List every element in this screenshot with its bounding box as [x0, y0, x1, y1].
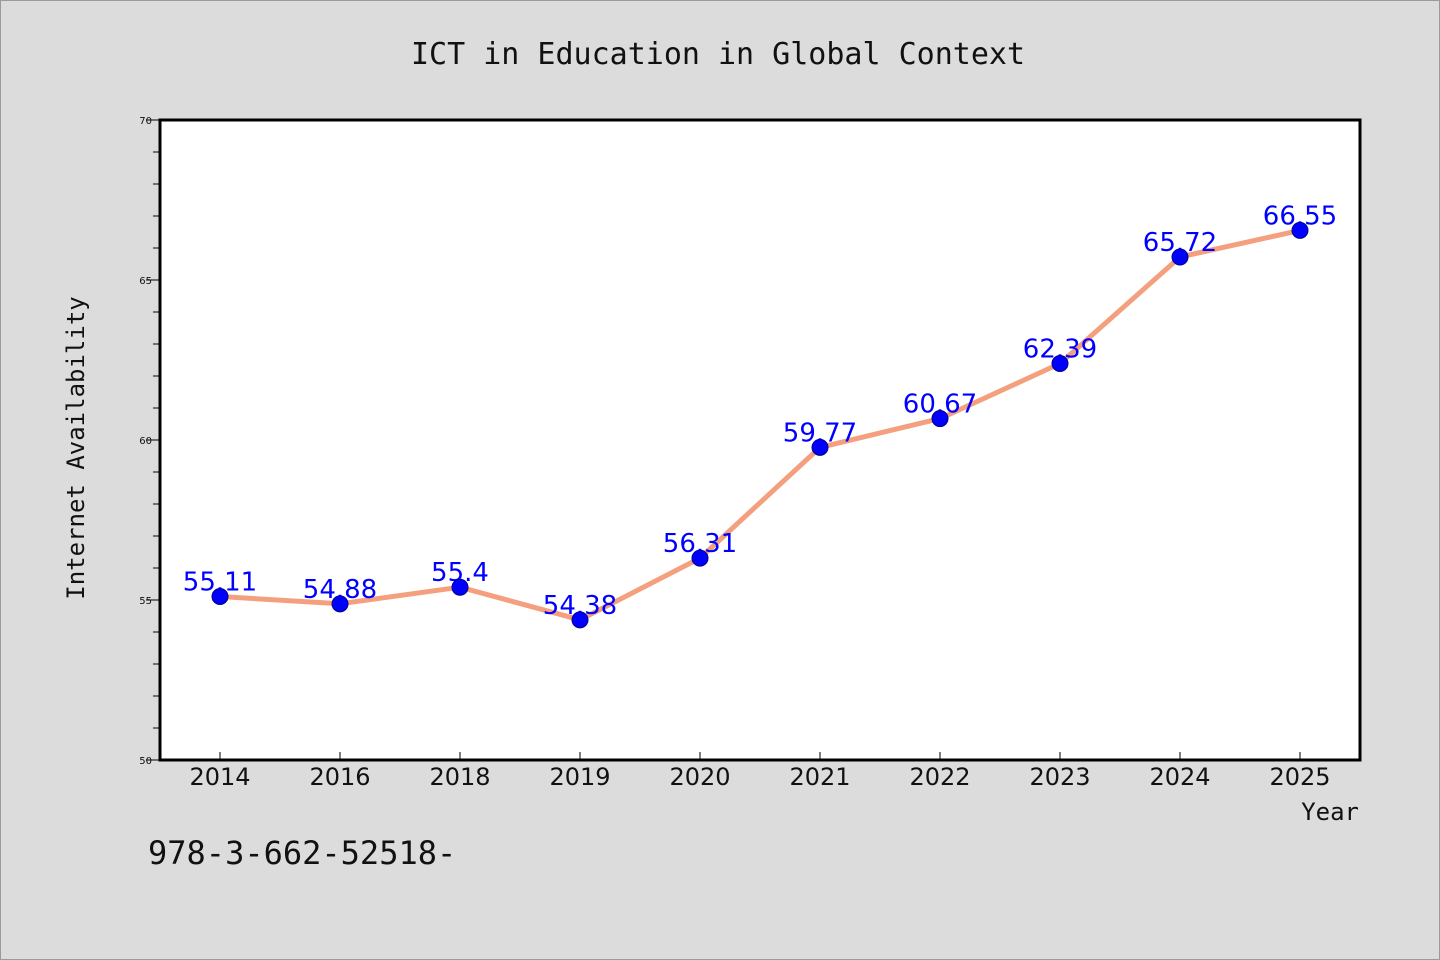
x-tick-label: 2020: [669, 763, 730, 791]
y-axis-tick-labels: 50 55 60 65 70: [139, 116, 152, 767]
y-tick-label: 50: [139, 756, 152, 767]
x-tick-label: 2018: [429, 763, 490, 791]
x-tick-label: 2016: [309, 763, 370, 791]
x-tick-label: 2022: [909, 763, 970, 791]
data-point: [1051, 355, 1069, 373]
data-point: [451, 578, 469, 596]
data-point: [571, 611, 589, 629]
y-tick-label: 60: [139, 436, 152, 447]
data-point: [211, 587, 229, 605]
x-tick-label: 2024: [1149, 763, 1210, 791]
y-axis-label: Internet Availability: [62, 296, 90, 599]
y-tick-label: 65: [139, 276, 152, 287]
x-tick-label: 2025: [1269, 763, 1330, 791]
x-tick-label: 2014: [189, 763, 250, 791]
x-tick-label: 2019: [549, 763, 610, 791]
data-point: [811, 438, 829, 456]
data-point: [1171, 248, 1189, 266]
data-markers: [211, 221, 1309, 629]
x-axis-ticks: [219, 752, 1301, 760]
x-tick-label: 2021: [789, 763, 850, 791]
plot-area: [158, 118, 1362, 762]
series-line: [217, 227, 1303, 623]
data-point: [331, 595, 349, 613]
data-point: [691, 549, 709, 567]
x-axis-label: Year: [1301, 798, 1359, 826]
y-tick-label: 55: [139, 596, 152, 607]
isbn-annotation: 978-3-662-52518-: [148, 834, 456, 872]
x-axis-tick-labels: 2014 2016 2018 2019 2020 2021 2022 2023 2024 2025: [189, 763, 1330, 791]
data-point: [1291, 221, 1309, 239]
data-point: [931, 410, 949, 428]
y-axis-ticks: [146, 119, 160, 761]
x-tick-label: 2023: [1029, 763, 1090, 791]
chart-title: ICT in Education in Global Context: [411, 37, 1025, 72]
y-tick-label: 70: [139, 116, 152, 127]
